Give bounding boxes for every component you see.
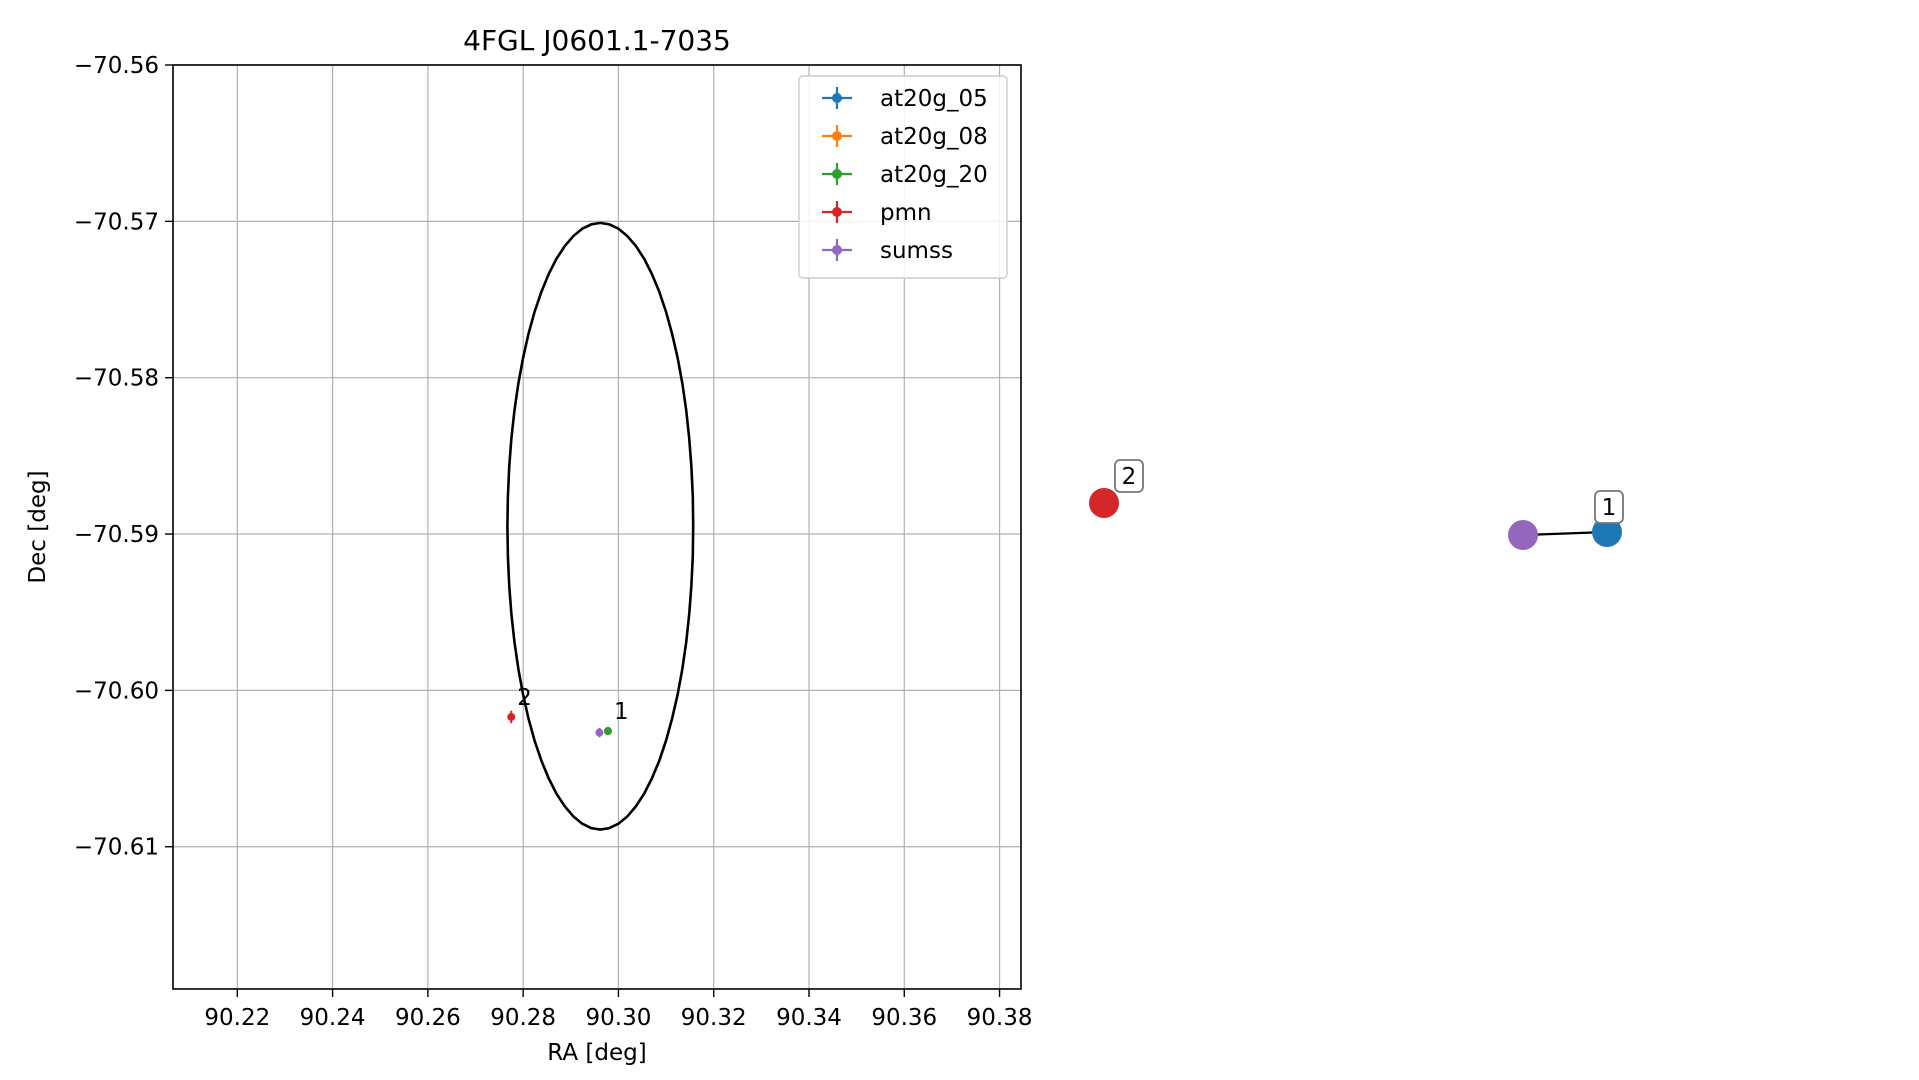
legend-marker (832, 245, 842, 255)
legend-label: pmn (880, 200, 932, 226)
legend-entry-pmn: pmn (822, 200, 932, 226)
annotation-2: 2 (517, 685, 532, 711)
y-tick-label: −70.61 (74, 835, 159, 861)
marker (507, 712, 516, 721)
association-network: 21 (1089, 459, 1624, 550)
legend-label: at20g_05 (880, 86, 988, 112)
legend-marker (832, 169, 842, 179)
node-label-box (1114, 459, 1144, 493)
legend-label: at20g_20 (880, 162, 988, 188)
x-tick-label: 90.36 (871, 1005, 937, 1031)
annotations: 21 (517, 685, 628, 725)
chart-title: 4FGL J0601.1-7035 (463, 24, 731, 57)
x-tick-label: 90.30 (586, 1005, 652, 1031)
legend-marker (832, 93, 842, 103)
legend-entry-sumss: sumss (822, 238, 953, 264)
annotation-1: 1 (614, 699, 629, 725)
y-axis-ticks: −70.56 −70.57 −70.58 −70.59 −70.60 −70.61 (74, 53, 173, 861)
y-tick-label: −70.60 (74, 678, 159, 704)
point-at20g_20 (603, 727, 612, 736)
node-label-box (1594, 490, 1624, 524)
sky-plot: 21 90.22 90.24 90.26 90.28 90.30 90.32 90.34 90… (25, 24, 1032, 1066)
node-label: 1 (1602, 495, 1617, 521)
node-at20g (1592, 517, 1622, 547)
y-tick-label: −70.56 (74, 53, 159, 79)
legend-box (798, 75, 1008, 279)
y-tick-label: −70.58 (74, 366, 159, 392)
y-tick-label: −70.59 (74, 522, 159, 548)
point-sumss (595, 727, 604, 738)
node-pmn (1089, 488, 1119, 518)
legend-marker (832, 131, 842, 141)
localization-ellipse (506, 221, 695, 831)
node-label: 2 (1122, 464, 1137, 490)
x-axis-label: RA [deg] (547, 1040, 646, 1066)
y-tick-label: −70.57 (74, 209, 159, 235)
legend-entry-at20g_05: at20g_05 (822, 86, 988, 112)
legend-label: at20g_08 (880, 124, 988, 150)
x-tick-label: 90.34 (776, 1005, 842, 1031)
plot-frame (172, 64, 1022, 990)
x-tick-label: 90.38 (967, 1005, 1033, 1031)
node-sumss (1508, 520, 1538, 550)
source-points (507, 710, 612, 738)
x-tick-label: 90.32 (681, 1005, 747, 1031)
x-tick-label: 90.22 (204, 1005, 270, 1031)
legend-entry-at20g_08: at20g_08 (822, 124, 988, 150)
marker (603, 727, 612, 736)
x-tick-label: 90.24 (300, 1005, 366, 1031)
legend-marker (832, 207, 842, 217)
legend-label: sumss (880, 238, 953, 264)
marker (595, 728, 604, 737)
legend-entry-at20g_20: at20g_20 (822, 162, 988, 188)
ellipse-outline (506, 221, 695, 831)
point-pmn (507, 710, 516, 724)
y-axis-label: Dec [deg] (25, 470, 51, 583)
grid (173, 64, 1021, 989)
x-tick-label: 90.28 (490, 1005, 556, 1031)
x-tick-label: 90.26 (395, 1005, 461, 1031)
x-axis-ticks: 90.22 90.24 90.26 90.28 90.30 90.32 90.34 90.36… (204, 989, 1032, 1031)
